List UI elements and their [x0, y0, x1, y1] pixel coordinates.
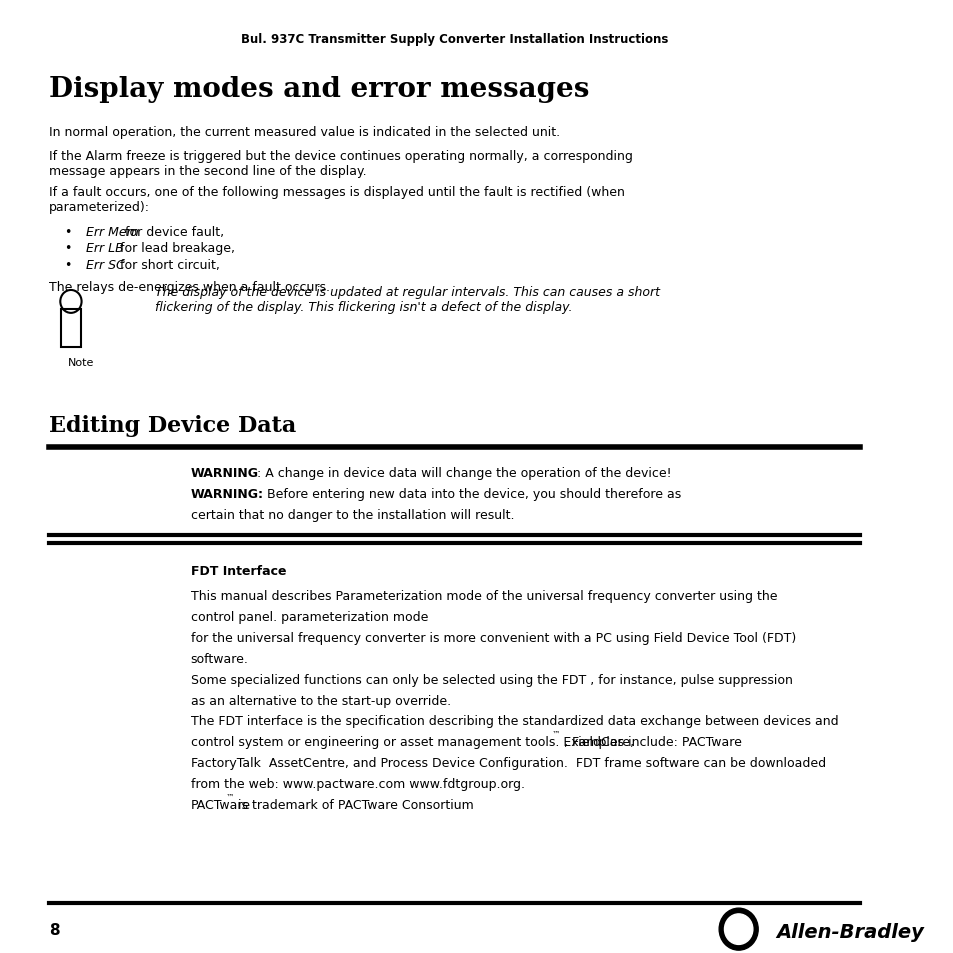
Circle shape [723, 914, 752, 944]
Text: Err LB: Err LB [86, 242, 124, 255]
Text: Before entering new data into the device, you should therefore as: Before entering new data into the device… [263, 488, 680, 501]
Text: Editing Device Data: Editing Device Data [49, 415, 295, 436]
Text: Allen-Bradley: Allen-Bradley [775, 922, 923, 941]
Text: •: • [64, 242, 71, 255]
Text: The FDT interface is the specification describing the standardized data exchange: The FDT interface is the specification d… [191, 715, 838, 728]
Text: Bul. 937C Transmitter Supply Converter Installation Instructions: Bul. 937C Transmitter Supply Converter I… [240, 33, 667, 47]
Text: for device fault,: for device fault, [121, 226, 224, 239]
Text: FDT Interface: FDT Interface [191, 564, 286, 578]
Text: Some specialized functions can only be selected using the FDT , for instance, pu: Some specialized functions can only be s… [191, 673, 792, 686]
Text: PACTware: PACTware [191, 799, 251, 812]
Text: is trademark of PACTware Consortium: is trademark of PACTware Consortium [234, 799, 474, 812]
Text: WARNING: WARNING [191, 467, 258, 480]
Text: control system or engineering or asset management tools. Examples include: PACTw: control system or engineering or asset m… [191, 736, 740, 749]
Text: for short circuit,: for short circuit, [115, 258, 219, 272]
Text: WARNING:: WARNING: [191, 488, 263, 501]
Text: •: • [64, 226, 71, 239]
Text: Display modes and error messages: Display modes and error messages [49, 76, 589, 103]
Text: ™: ™ [551, 729, 559, 738]
Text: The display of the device is updated at regular intervals. This can causes a sho: The display of the device is updated at … [155, 286, 659, 314]
Text: ™: ™ [225, 792, 233, 801]
Text: for lead breakage,: for lead breakage, [115, 242, 234, 255]
Text: control panel. parameterization mode: control panel. parameterization mode [191, 610, 428, 623]
Text: FactoryTalk  AssetCentre, and Process Device Configuration.  FDT frame software : FactoryTalk AssetCentre, and Process Dev… [191, 757, 825, 770]
Text: Err SC: Err SC [86, 258, 125, 272]
Text: : A change in device data will change the operation of the device!: : A change in device data will change th… [257, 467, 671, 480]
Circle shape [719, 908, 758, 950]
Text: AB: AB [730, 923, 745, 932]
Text: The relays de-energizes when a fault occurs.: The relays de-energizes when a fault occ… [49, 281, 330, 294]
Text: software.: software. [191, 652, 249, 665]
Text: In normal operation, the current measured value is indicated in the selected uni: In normal operation, the current measure… [49, 126, 559, 139]
Text: from the web: www.pactware.com www.fdtgroup.org.: from the web: www.pactware.com www.fdtgr… [191, 778, 524, 791]
Text: If the Alarm freeze is triggered but the device continues operating normally, a : If the Alarm freeze is triggered but the… [49, 150, 632, 177]
Text: Err Mem: Err Mem [86, 226, 138, 239]
Text: This manual describes Parameterization mode of the universal frequency converter: This manual describes Parameterization m… [191, 589, 777, 602]
Text: If a fault occurs, one of the following messages is displayed until the fault is: If a fault occurs, one of the following … [49, 186, 624, 213]
Text: 8: 8 [49, 922, 59, 937]
Text: for the universal frequency converter is more convenient with a PC using Field D: for the universal frequency converter is… [191, 631, 795, 644]
Text: •: • [64, 258, 71, 272]
Text: Note: Note [68, 357, 93, 367]
Text: as an alternative to the start-up override.: as an alternative to the start-up overri… [191, 694, 451, 707]
Text: certain that no danger to the installation will result.: certain that no danger to the installati… [191, 509, 514, 522]
Text: , FieldCare,: , FieldCare, [559, 736, 634, 749]
